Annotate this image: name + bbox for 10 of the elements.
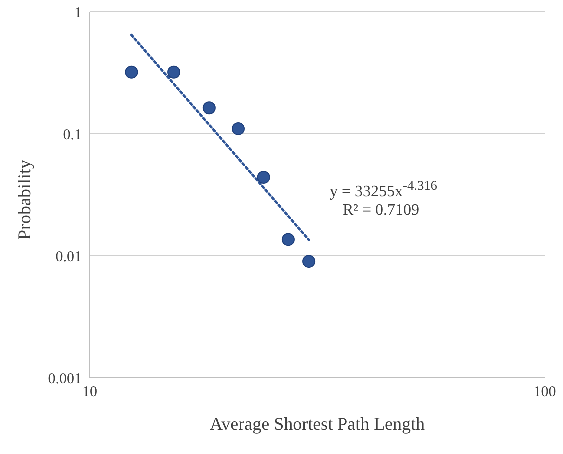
y-tick-label: 0.01 [56,249,82,266]
annotation: y = 33255x$^{-4.316}$ [330,178,438,202]
x-tick-label: 100 [534,384,556,401]
y-tick-label: 0.001 [48,371,82,388]
annotation: R² = 0.7109 [343,202,420,220]
x-tick-label: 10 [82,384,98,401]
x-axis-title: Average Shortest Path Length [210,414,426,434]
y-axis-title: Probability [14,160,34,240]
y-tick-label: 0.1 [63,127,82,144]
y-tick-label: 1 [74,5,82,22]
